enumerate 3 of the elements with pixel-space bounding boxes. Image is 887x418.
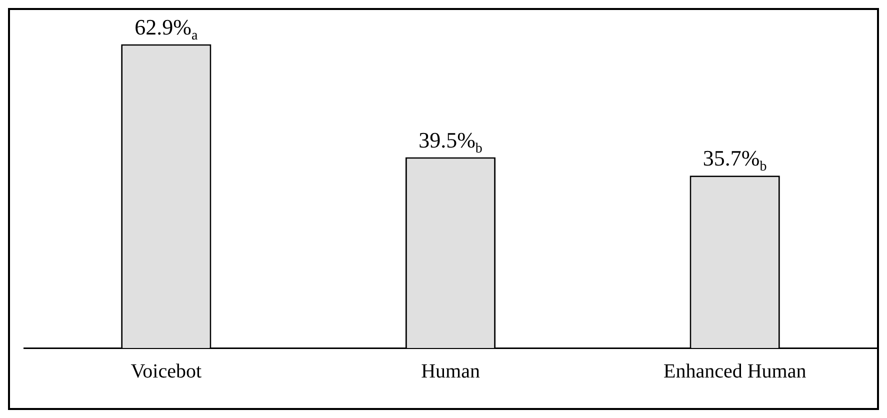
x-tick-label: Human xyxy=(421,360,480,382)
x-tick-label: Voicebot xyxy=(130,360,202,382)
x-tick-label: Enhanced Human xyxy=(663,360,806,382)
